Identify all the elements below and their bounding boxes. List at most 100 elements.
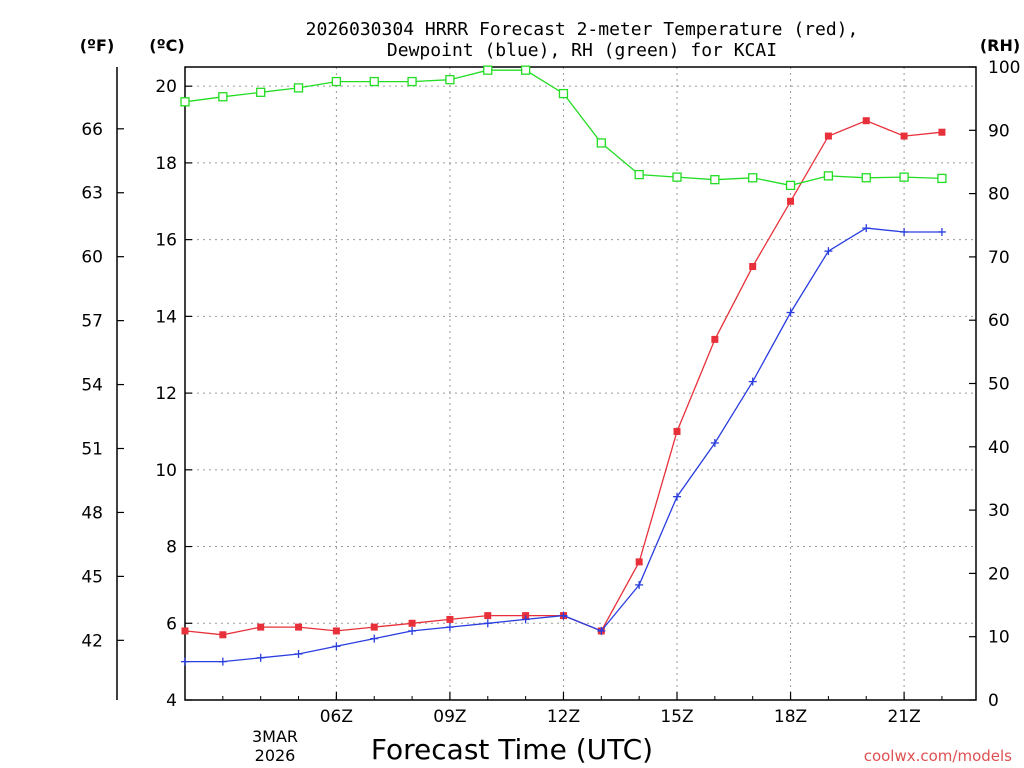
temperature-point	[370, 623, 378, 631]
fahrenheit-tick-label: 60	[81, 248, 103, 268]
rh-point	[937, 173, 947, 184]
fahrenheit-tick-label: 57	[81, 312, 103, 332]
celsius-axis-label: (ºC)	[149, 36, 184, 55]
rh-point	[861, 173, 871, 183]
rh-tick-label: 100	[988, 58, 1020, 78]
dewpoint-point	[408, 626, 417, 635]
rh-point	[180, 97, 190, 107]
rh-tick-label: 90	[988, 121, 1010, 141]
rh-point	[823, 171, 834, 181]
dewpoint-point	[521, 615, 530, 624]
date-label-year: 2026	[255, 746, 296, 765]
temperature-point	[938, 128, 946, 136]
temperature-point	[749, 262, 757, 270]
dewpoint-point	[256, 653, 265, 662]
rh-axis-label: (RH)	[980, 36, 1020, 55]
rh-point	[785, 180, 796, 191]
rh-point	[899, 172, 909, 182]
rh-tick-labels: 0 10 20 30 40 50 60 70 80 90 100	[988, 58, 1020, 711]
temperature-line	[184, 119, 942, 636]
dewpoint-point	[218, 657, 227, 666]
time-tick-label: 21Z	[887, 707, 920, 727]
fahrenheit-tick-label: 48	[81, 503, 103, 523]
celsius-tick-label: 6	[166, 614, 177, 634]
fahrenheit-tick-label: 54	[81, 376, 103, 396]
rh-tick-label: 70	[988, 248, 1010, 268]
dewpoint-point	[332, 642, 341, 651]
temperature-point	[635, 558, 643, 566]
rh-point	[558, 88, 569, 99]
temperature-point	[295, 623, 303, 631]
celsius-tick-label: 20	[155, 77, 177, 97]
rh-point	[256, 87, 266, 97]
series-rh	[180, 65, 947, 191]
temperature-point	[673, 427, 681, 435]
dewpoint-point	[824, 247, 833, 256]
rh-tick-label: 40	[988, 438, 1010, 458]
rh-point	[218, 92, 228, 102]
dewpoint-point	[483, 619, 492, 628]
chart-title-line1: 2026030304 HRRR Forecast 2-meter Tempera…	[306, 19, 859, 40]
series-dewpoint	[181, 224, 946, 666]
rh-point	[331, 76, 342, 87]
chart-title-line2: Dewpoint (blue), RH (green) for KCAI	[387, 40, 777, 61]
dewpoint-point	[937, 227, 946, 236]
rh-point	[596, 138, 606, 148]
temperature-point	[332, 627, 340, 635]
time-tick-labels: 06Z 09Z 12Z 15Z 18Z 21Z	[320, 707, 921, 727]
fahrenheit-tick-label: 45	[81, 567, 103, 587]
celsius-tick-label: 8	[166, 538, 177, 558]
fahrenheit-axis-label: (ºF)	[80, 36, 115, 55]
series-group	[180, 65, 947, 666]
axis-ticks	[117, 66, 976, 701]
time-tick-label: 18Z	[774, 707, 807, 727]
rh-point	[369, 76, 379, 87]
rh-point	[634, 169, 644, 180]
dewpoint-point	[559, 611, 568, 620]
rh-tick-label: 20	[988, 564, 1010, 584]
temperature-point	[824, 132, 832, 140]
dewpoint-point	[635, 580, 644, 589]
celsius-tick-label: 18	[155, 154, 177, 174]
dewpoint-point	[673, 492, 682, 501]
temperature-point	[711, 335, 719, 343]
rh-point	[748, 173, 758, 183]
rh-point	[407, 76, 417, 87]
dewpoint-point	[294, 649, 303, 658]
credit-label: coolwx.com/models	[864, 747, 1012, 765]
celsius-tick-labels: 4 6 8 10 12 14 16 18 20	[155, 77, 177, 711]
temperature-point	[446, 615, 454, 623]
dewpoint-point	[597, 626, 606, 635]
time-tick-label: 12Z	[547, 707, 580, 727]
dewpoint-point	[748, 377, 757, 386]
celsius-tick-label: 16	[155, 231, 177, 251]
fahrenheit-tick-label: 63	[81, 184, 103, 204]
fahrenheit-tick-label: 51	[81, 440, 103, 460]
rh-point	[710, 175, 720, 185]
rh-point	[483, 65, 493, 75]
time-tick-label: 09Z	[433, 707, 466, 727]
fahrenheit-tick-labels: 42 45 48 51 54 57 60 63 66	[81, 120, 103, 652]
celsius-tick-label: 4	[166, 691, 177, 711]
rh-point	[445, 75, 455, 85]
dewpoint-point	[786, 308, 795, 317]
rh-point	[293, 83, 304, 93]
temperature-point	[484, 612, 492, 620]
fahrenheit-tick-label: 66	[81, 120, 103, 140]
rh-point	[520, 65, 531, 75]
time-tick-label: 15Z	[660, 707, 693, 727]
temperature-point	[219, 631, 227, 639]
temperature-point	[181, 627, 189, 635]
dewpoint-point	[710, 438, 719, 447]
temperature-point	[900, 132, 908, 140]
dewpoint-point	[181, 657, 189, 666]
rh-tick-label: 60	[988, 311, 1010, 331]
plot-frame	[184, 66, 977, 701]
temperature-point	[408, 619, 416, 627]
dewpoint-point	[370, 634, 379, 643]
temperature-point	[862, 117, 870, 125]
rh-tick-label: 50	[988, 375, 1010, 395]
temperature-point	[257, 623, 265, 631]
rh-tick-label: 80	[988, 185, 1010, 205]
